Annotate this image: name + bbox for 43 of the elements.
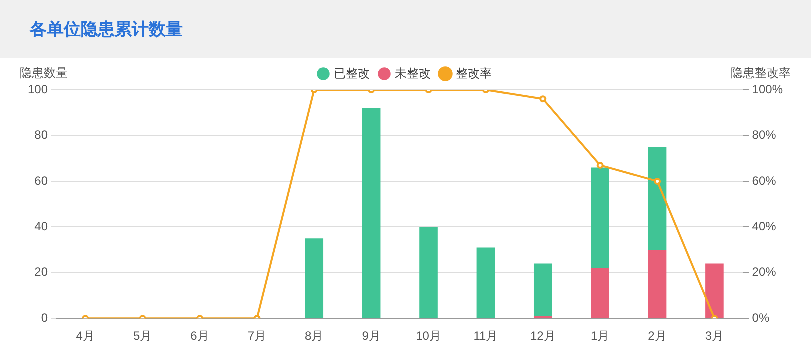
- bar: [591, 268, 610, 318]
- bar: [305, 238, 324, 318]
- y-tick-label: 100: [28, 82, 48, 96]
- point: [596, 162, 604, 169]
- y2-tick-label: 20%: [752, 265, 777, 280]
- x-tick-label: 2月: [648, 329, 667, 344]
- y2-tick-label: 40%: [752, 219, 777, 234]
- x-tick-label: 12月: [530, 329, 556, 344]
- x-tick-label: 1月: [590, 329, 610, 344]
- y-tick-label: 0: [41, 310, 48, 325]
- x-tick-label: 9月: [362, 329, 381, 344]
- legend-label: 整改率: [456, 66, 492, 80]
- bar: [706, 264, 724, 318]
- y2-axis-title: 隐患整改率: [731, 66, 791, 80]
- x-tick-label: 4月: [76, 329, 95, 344]
- point: [540, 96, 547, 103]
- x-tick-label: 11月: [474, 329, 498, 344]
- x-tick-label: 5月: [133, 329, 152, 344]
- legend-label: 未整改: [395, 66, 431, 80]
- x-tick-label: 3月: [705, 329, 724, 344]
- bar: [362, 108, 381, 318]
- y2-tick-label: 80%: [752, 128, 777, 142]
- x-tick-label: 6月: [190, 329, 210, 344]
- bar: [420, 227, 438, 318]
- bar: [648, 147, 667, 250]
- y-tick-label: 40: [34, 219, 48, 234]
- chart-title: 各单位隐患累计数量: [30, 18, 183, 40]
- y-tick-label: 20: [34, 265, 48, 280]
- y2-tick-label: 0%: [752, 310, 770, 325]
- bar: [648, 250, 667, 318]
- y-axis-title: 隐患数量: [20, 66, 68, 80]
- bar: [591, 168, 610, 268]
- x-tick-label: 10月: [416, 329, 442, 344]
- x-tick-label: 8月: [305, 329, 324, 344]
- y2-tick-label: 100%: [752, 82, 784, 96]
- point: [654, 178, 662, 185]
- x-tick-label: 7月: [248, 329, 267, 344]
- y2-tick-label: 60%: [752, 174, 777, 188]
- y-tick-label: 80: [34, 128, 48, 142]
- y-tick-label: 60: [34, 174, 48, 188]
- legend-label: 已整改: [334, 66, 370, 80]
- bar: [476, 248, 496, 318]
- bar: [534, 264, 552, 316]
